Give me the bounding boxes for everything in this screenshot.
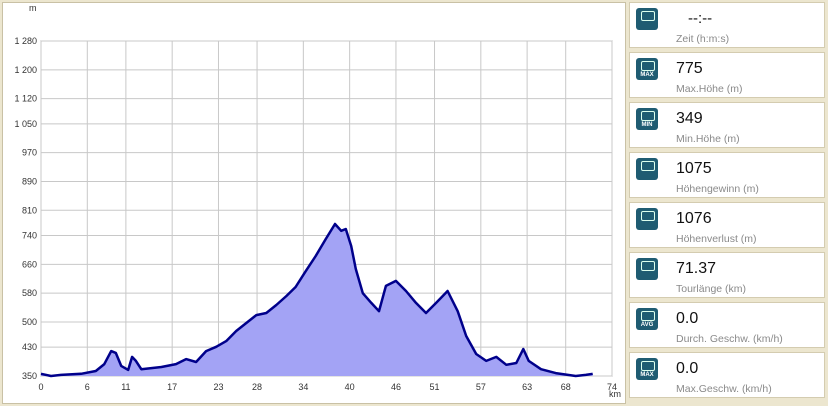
elevation-area [41, 224, 593, 376]
stat-value: 0.0 [676, 360, 699, 377]
stat-value: --:-- [688, 10, 713, 27]
x-tick-label: 0 [38, 382, 43, 392]
stat-card: 1075 Höhengewinn (m) [629, 152, 825, 198]
y-tick-label: 500 [22, 317, 37, 327]
stat-icon: MAX [636, 358, 658, 380]
stat-card: --:-- Zeit (h:m:s) [629, 2, 825, 48]
y-tick-label: 1 280 [14, 36, 37, 46]
stat-value: 1075 [676, 160, 712, 177]
x-tick-label: 46 [391, 382, 401, 392]
y-tick-label: 580 [22, 288, 37, 298]
stat-icon: MAX [636, 58, 658, 80]
y-tick-label: 890 [22, 176, 37, 186]
x-tick-label: 23 [213, 382, 223, 392]
stat-label: Höhengewinn (m) [676, 183, 759, 195]
x-tick-label: 11 [121, 382, 130, 392]
stat-icon: AVG [636, 308, 658, 330]
y-tick-label: 810 [22, 205, 37, 215]
x-tick-label: 40 [345, 382, 355, 392]
stat-value: 71.37 [676, 260, 717, 277]
stat-label: Max.Geschw. (km/h) [676, 383, 772, 395]
stat-label: Max.Höhe (m) [676, 83, 743, 95]
y-tick-label: 350 [22, 371, 37, 381]
y-tick-label: 1 050 [14, 119, 37, 129]
stat-card: AVG 0.0 Durch. Geschw. (km/h) [629, 302, 825, 348]
y-tick-label: 660 [22, 259, 37, 269]
stat-value: 775 [676, 60, 703, 77]
x-tick-label: 51 [430, 382, 440, 392]
x-tick-label: 28 [252, 382, 262, 392]
x-tick-label: 68 [561, 382, 571, 392]
stat-icon [636, 8, 658, 30]
stat-icon [636, 258, 658, 280]
stat-label: Zeit (h:m:s) [676, 33, 730, 45]
x-tick-label: 74 [607, 382, 617, 392]
stat-label: Tourlänge (km) [676, 283, 747, 295]
x-tick-label: 34 [298, 382, 308, 392]
stat-card: MAX 775 Max.Höhe (m) [629, 52, 825, 98]
stat-value: 349 [676, 110, 703, 127]
y-tick-label: 740 [22, 231, 37, 241]
stat-icon [636, 158, 658, 180]
stat-card: MAX 0.0 Max.Geschw. (km/h) [629, 352, 825, 398]
stat-card: MIN 349 Min.Höhe (m) [629, 102, 825, 148]
stats-panel: --:-- Zeit (h:m:s) MAX 775 Max.Höhe (m) MIN 34… [629, 2, 825, 402]
y-tick-label: 1 120 [14, 94, 37, 104]
x-tick-label: 63 [522, 382, 532, 392]
y-unit: m [29, 3, 37, 13]
stat-card: 71.37 Tourlänge (km) [629, 252, 825, 298]
stat-card: 1076 Höhenverlust (m) [629, 202, 825, 248]
elevation-line [40, 222, 593, 378]
stat-icon [636, 208, 658, 230]
stat-value: 1076 [676, 210, 712, 227]
y-tick-label: 430 [22, 342, 37, 352]
y-tick-label: 1 200 [14, 65, 37, 75]
stat-label: Höhenverlust (m) [676, 233, 757, 245]
x-tick-label: 57 [476, 382, 486, 392]
stat-label: Durch. Geschw. (km/h) [676, 333, 783, 345]
stat-value: 0.0 [676, 310, 699, 327]
x-unit: km [609, 389, 621, 399]
x-tick-label: 6 [85, 382, 90, 392]
stat-label: Min.Höhe (m) [676, 133, 740, 145]
stat-icon: MIN [636, 108, 658, 130]
y-tick-label: 970 [22, 148, 37, 158]
x-tick-label: 17 [167, 382, 177, 392]
